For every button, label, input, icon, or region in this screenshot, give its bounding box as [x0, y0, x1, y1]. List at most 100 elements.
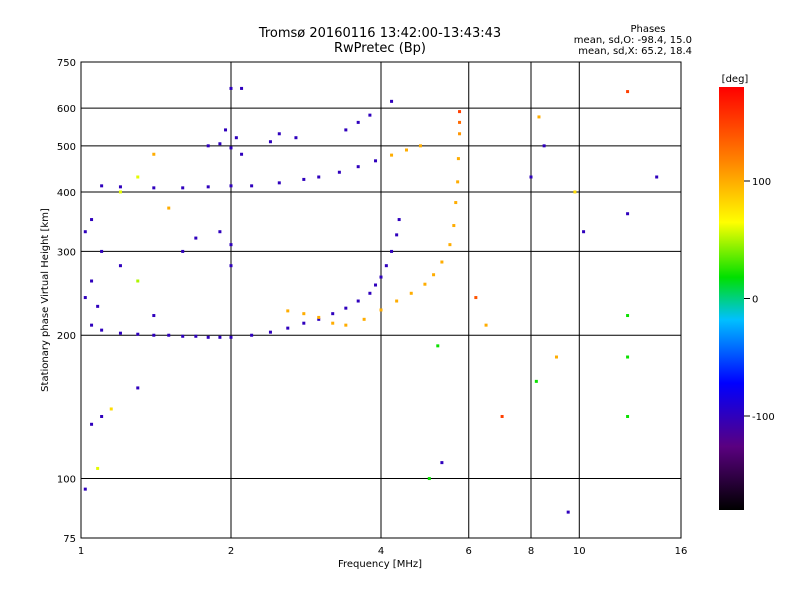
- colorbar-tick-label: 100: [752, 177, 771, 188]
- stats-line-o: mean, sd,O: -98.4, 15.0: [574, 35, 692, 46]
- x-tick-label: 8: [528, 546, 534, 557]
- data-point: [566, 510, 570, 514]
- data-point: [302, 177, 306, 181]
- data-point: [152, 186, 156, 190]
- data-point: [458, 132, 462, 136]
- data-point: [418, 144, 422, 148]
- colorbar-tick-label: -100: [752, 412, 775, 423]
- colorbar-label: [deg]: [722, 74, 749, 85]
- colorbar: [deg] 100 0 -100: [719, 74, 775, 510]
- data-point: [286, 309, 290, 313]
- data-point: [181, 334, 185, 338]
- data-point: [229, 146, 233, 150]
- data-point: [379, 275, 383, 279]
- data-point: [626, 314, 630, 318]
- data-point: [317, 175, 321, 179]
- x-tick-label: 10: [573, 546, 586, 557]
- data-point: [452, 224, 456, 228]
- data-point: [356, 299, 360, 303]
- y-tick-label: 75: [63, 534, 76, 545]
- data-point: [542, 144, 546, 148]
- x-tick-label: 16: [675, 546, 688, 557]
- data-point: [368, 113, 372, 117]
- data-point: [573, 190, 577, 194]
- data-point: [83, 296, 87, 300]
- data-point: [432, 273, 436, 277]
- data-point: [181, 186, 185, 190]
- data-point: [302, 321, 306, 325]
- data-point: [390, 153, 394, 157]
- data-point: [83, 230, 87, 234]
- data-point: [458, 110, 462, 114]
- data-point: [317, 317, 321, 321]
- colorbar-tick-label: 0: [752, 295, 758, 306]
- data-point: [152, 152, 156, 156]
- data-point: [537, 115, 541, 119]
- data-point: [390, 249, 394, 253]
- data-point: [302, 312, 306, 316]
- data-point: [356, 165, 360, 169]
- data-point: [317, 315, 321, 319]
- data-point: [96, 466, 100, 470]
- data-point: [118, 190, 122, 194]
- data-point: [152, 314, 156, 318]
- y-tick-label: 200: [57, 331, 76, 342]
- data-point: [337, 170, 341, 174]
- data-point: [344, 306, 348, 310]
- data-point: [277, 132, 281, 136]
- data-point: [224, 128, 228, 132]
- y-tick-label: 750: [57, 58, 76, 69]
- data-point: [181, 249, 185, 253]
- data-point: [240, 86, 244, 90]
- data-point: [626, 355, 630, 359]
- data-point: [229, 335, 233, 339]
- y-axis-label: Stationary phase Virtual Height [km]: [40, 208, 51, 392]
- data-point: [582, 230, 586, 234]
- data-point: [167, 333, 171, 337]
- data-point: [554, 355, 558, 359]
- data-point: [167, 206, 171, 210]
- chart-title: Tromsø 20160116 13:42:00-13:43:43: [258, 26, 501, 41]
- data-point: [229, 184, 233, 188]
- y-tick-label: 300: [57, 247, 76, 258]
- data-point: [626, 212, 630, 216]
- data-point: [423, 282, 427, 286]
- y-tick-label: 600: [57, 104, 76, 115]
- data-point: [229, 243, 233, 247]
- data-point: [344, 323, 348, 327]
- data-point: [529, 175, 533, 179]
- data-point: [100, 328, 104, 332]
- data-point: [286, 326, 290, 330]
- x-tick-label: 6: [466, 546, 472, 557]
- data-point: [118, 185, 122, 189]
- data-point: [206, 144, 210, 148]
- y-tick-label: 400: [57, 188, 76, 199]
- data-point: [397, 218, 401, 222]
- data-point: [90, 323, 94, 327]
- x-tick-label: 1: [78, 546, 84, 557]
- data-point: [331, 321, 335, 325]
- x-axis-label: Frequency [MHz]: [338, 559, 422, 570]
- colorbar-gradient: [719, 87, 744, 510]
- data-point: [374, 159, 378, 163]
- data-point: [90, 279, 94, 283]
- data-point: [384, 264, 388, 268]
- data-point: [268, 330, 272, 334]
- data-point: [456, 180, 460, 184]
- data-point: [456, 157, 460, 161]
- data-point: [206, 185, 210, 189]
- data-point: [395, 299, 399, 303]
- y-tick-label: 100: [57, 475, 76, 486]
- data-point: [100, 184, 104, 188]
- data-point: [440, 461, 444, 465]
- x-tick-label: 2: [228, 546, 234, 557]
- phases-heading: Phases: [630, 24, 665, 35]
- data-point: [218, 335, 222, 339]
- data-point: [136, 175, 140, 179]
- plot-area: [80, 61, 682, 539]
- data-point: [218, 230, 222, 234]
- data-point: [374, 283, 378, 287]
- data-point: [118, 331, 122, 335]
- data-point: [458, 120, 462, 124]
